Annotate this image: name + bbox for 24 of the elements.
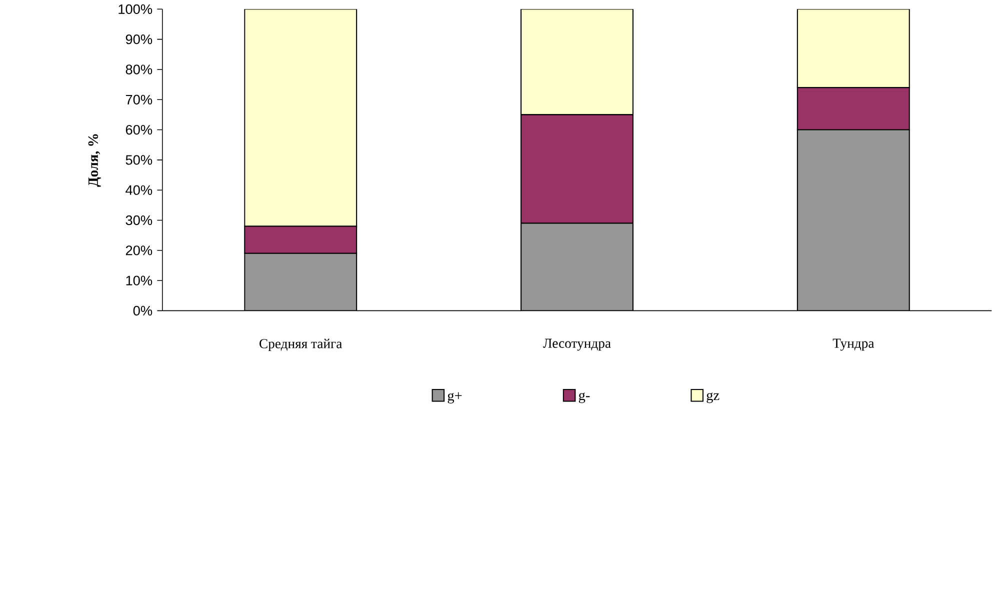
y-tick-label: 60% — [126, 125, 152, 135]
y-tick-label: 70% — [126, 94, 152, 105]
bar — [244, 9, 358, 227]
x-tick-label: Тундра — [832, 338, 874, 351]
y-tick-label: 20% — [126, 246, 152, 256]
y-tick-label: 80% — [126, 64, 152, 74]
bar — [796, 9, 910, 88]
bar — [244, 252, 358, 311]
legend-label: gz — [706, 392, 720, 404]
x-tick-label: Средняя тайга — [260, 338, 342, 352]
y-tick-label: 90% — [126, 34, 152, 44]
y-tick-label: 30% — [126, 215, 152, 226]
y-axis-title: Доля, % — [88, 134, 101, 187]
x-tick-label: Лесотундра — [543, 338, 611, 351]
y-tick-label: 50% — [126, 155, 152, 165]
y-tick-label: 40% — [126, 185, 152, 195]
legend-label: g+ — [448, 392, 462, 404]
y-tick-label: 0% — [133, 306, 152, 316]
legend-label: g- — [578, 392, 590, 404]
bar — [796, 129, 910, 311]
y-tick-label: 10% — [126, 276, 152, 286]
bar — [520, 9, 634, 116]
bar — [520, 222, 634, 311]
y-tick-label: 100% — [118, 4, 152, 14]
